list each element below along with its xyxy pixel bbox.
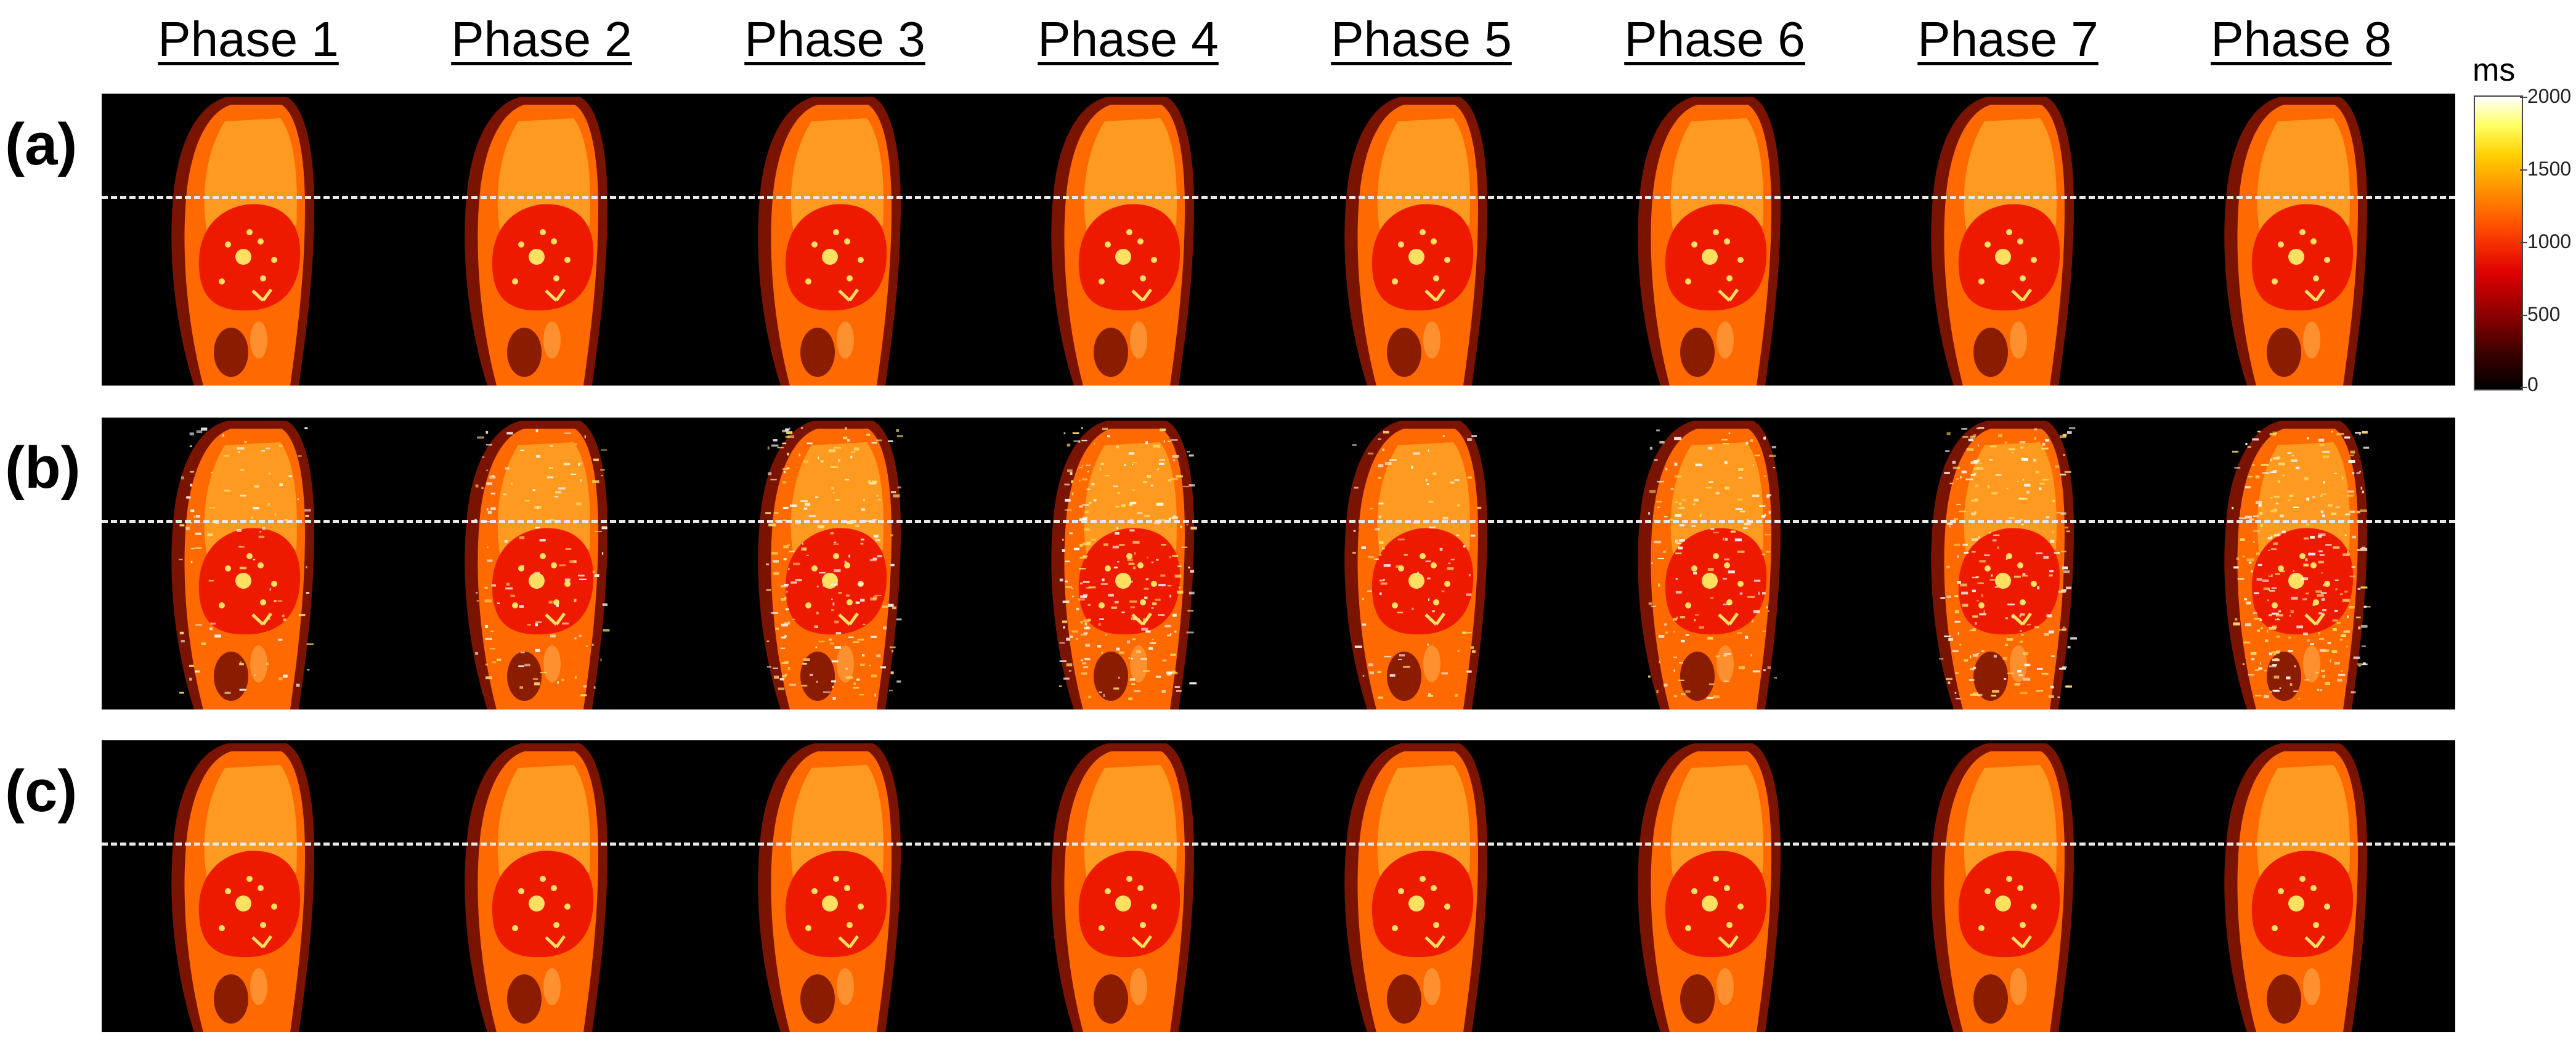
sagittal-t1-map [1638, 743, 1781, 1032]
dashed-guide-line [102, 520, 2455, 523]
sagittal-t1-map [1931, 743, 2074, 1032]
sagittal-t1-map [1051, 743, 1194, 1032]
colorbar-unit: ms [2472, 52, 2516, 88]
sagittal-t1-map [171, 743, 314, 1032]
sagittal-t1-map [1931, 421, 2078, 709]
phase-header-2: Phase 2 [451, 12, 632, 67]
phase-image-tile [1568, 418, 1861, 709]
sagittal-t1-map [1344, 97, 1487, 386]
phase-image-tile [688, 94, 981, 386]
sagittal-t1-map [1638, 421, 1781, 709]
row-label-a: (a) [5, 111, 78, 177]
phase-image-tile [102, 740, 395, 1032]
phase-image-tile [102, 418, 395, 709]
sagittal-t1-map [1344, 421, 1487, 709]
phase-image-tile [1275, 94, 1568, 386]
phase-image-tile [981, 740, 1275, 1032]
dashed-guide-line [102, 196, 2455, 199]
sagittal-t1-map [2224, 421, 2371, 709]
phase-image-tile [1861, 418, 2155, 709]
image-panel-a [102, 94, 2455, 386]
phase-image-tile [102, 94, 395, 386]
sagittal-t1-map [1344, 743, 1487, 1032]
phase-header-1: Phase 1 [158, 12, 339, 67]
colorbar-tick-1000: 1000 [2527, 230, 2572, 253]
phase-image-tile [688, 418, 981, 709]
phase-image-tile [395, 94, 688, 386]
phase-image-tile [395, 740, 688, 1032]
colorbar-tick-mark [2520, 97, 2527, 98]
phase-image-tile [2155, 740, 2448, 1032]
sagittal-t1-map [758, 421, 903, 709]
colorbar-tick-0: 0 [2527, 373, 2538, 395]
phase-header-4: Phase 4 [1038, 12, 1219, 67]
sagittal-t1-map [465, 743, 607, 1032]
image-panel-b [102, 418, 2455, 709]
row-label-b: (b) [5, 435, 81, 501]
sagittal-t1-map [1051, 421, 1197, 709]
sagittal-t1-map [465, 97, 607, 386]
phase-header-8: Phase 8 [2211, 12, 2392, 67]
sagittal-t1-map [2224, 743, 2367, 1032]
phase-image-tile [981, 418, 1275, 709]
phase-image-tile [981, 94, 1275, 386]
phase-header-3: Phase 3 [744, 12, 925, 67]
phase-image-tile [2155, 94, 2448, 386]
colorbar-tick-mark [2520, 387, 2527, 388]
phase-image-tile [688, 740, 981, 1032]
colorbar [2474, 95, 2523, 390]
sagittal-t1-map [171, 97, 314, 386]
phase-header-7: Phase 7 [1917, 12, 2099, 67]
phase-image-tile [395, 418, 688, 709]
sagittal-t1-map [1931, 97, 2074, 386]
phase-header-6: Phase 6 [1624, 12, 1805, 67]
sagittal-t1-map [171, 421, 314, 709]
sagittal-t1-map [1638, 97, 1781, 386]
sagittal-t1-map [2224, 97, 2367, 386]
phase-image-tile [2155, 418, 2448, 709]
phase-image-tile [1568, 94, 1861, 386]
sagittal-t1-map [465, 421, 610, 709]
phase-image-tile [1861, 740, 2155, 1032]
phase-image-tile [1275, 740, 1568, 1032]
colorbar-tick-1500: 1500 [2527, 158, 2572, 180]
sagittal-t1-map [758, 743, 901, 1032]
phase-image-tile [1275, 418, 1568, 709]
colorbar-tick-mark [2520, 169, 2527, 171]
dashed-guide-line [102, 843, 2455, 846]
colorbar-tick-500: 500 [2527, 303, 2561, 325]
phase-header-5: Phase 5 [1331, 12, 1512, 67]
phase-image-tile [1568, 740, 1861, 1032]
image-panel-c [102, 740, 2455, 1032]
sagittal-t1-map [758, 97, 901, 386]
colorbar-tick-2000: 2000 [2527, 85, 2572, 107]
phase-image-tile [1861, 94, 2155, 386]
colorbar-tick-mark [2520, 242, 2527, 243]
sagittal-t1-map [1051, 97, 1194, 386]
row-label-c: (c) [5, 758, 78, 824]
colorbar-tick-mark [2520, 315, 2527, 316]
